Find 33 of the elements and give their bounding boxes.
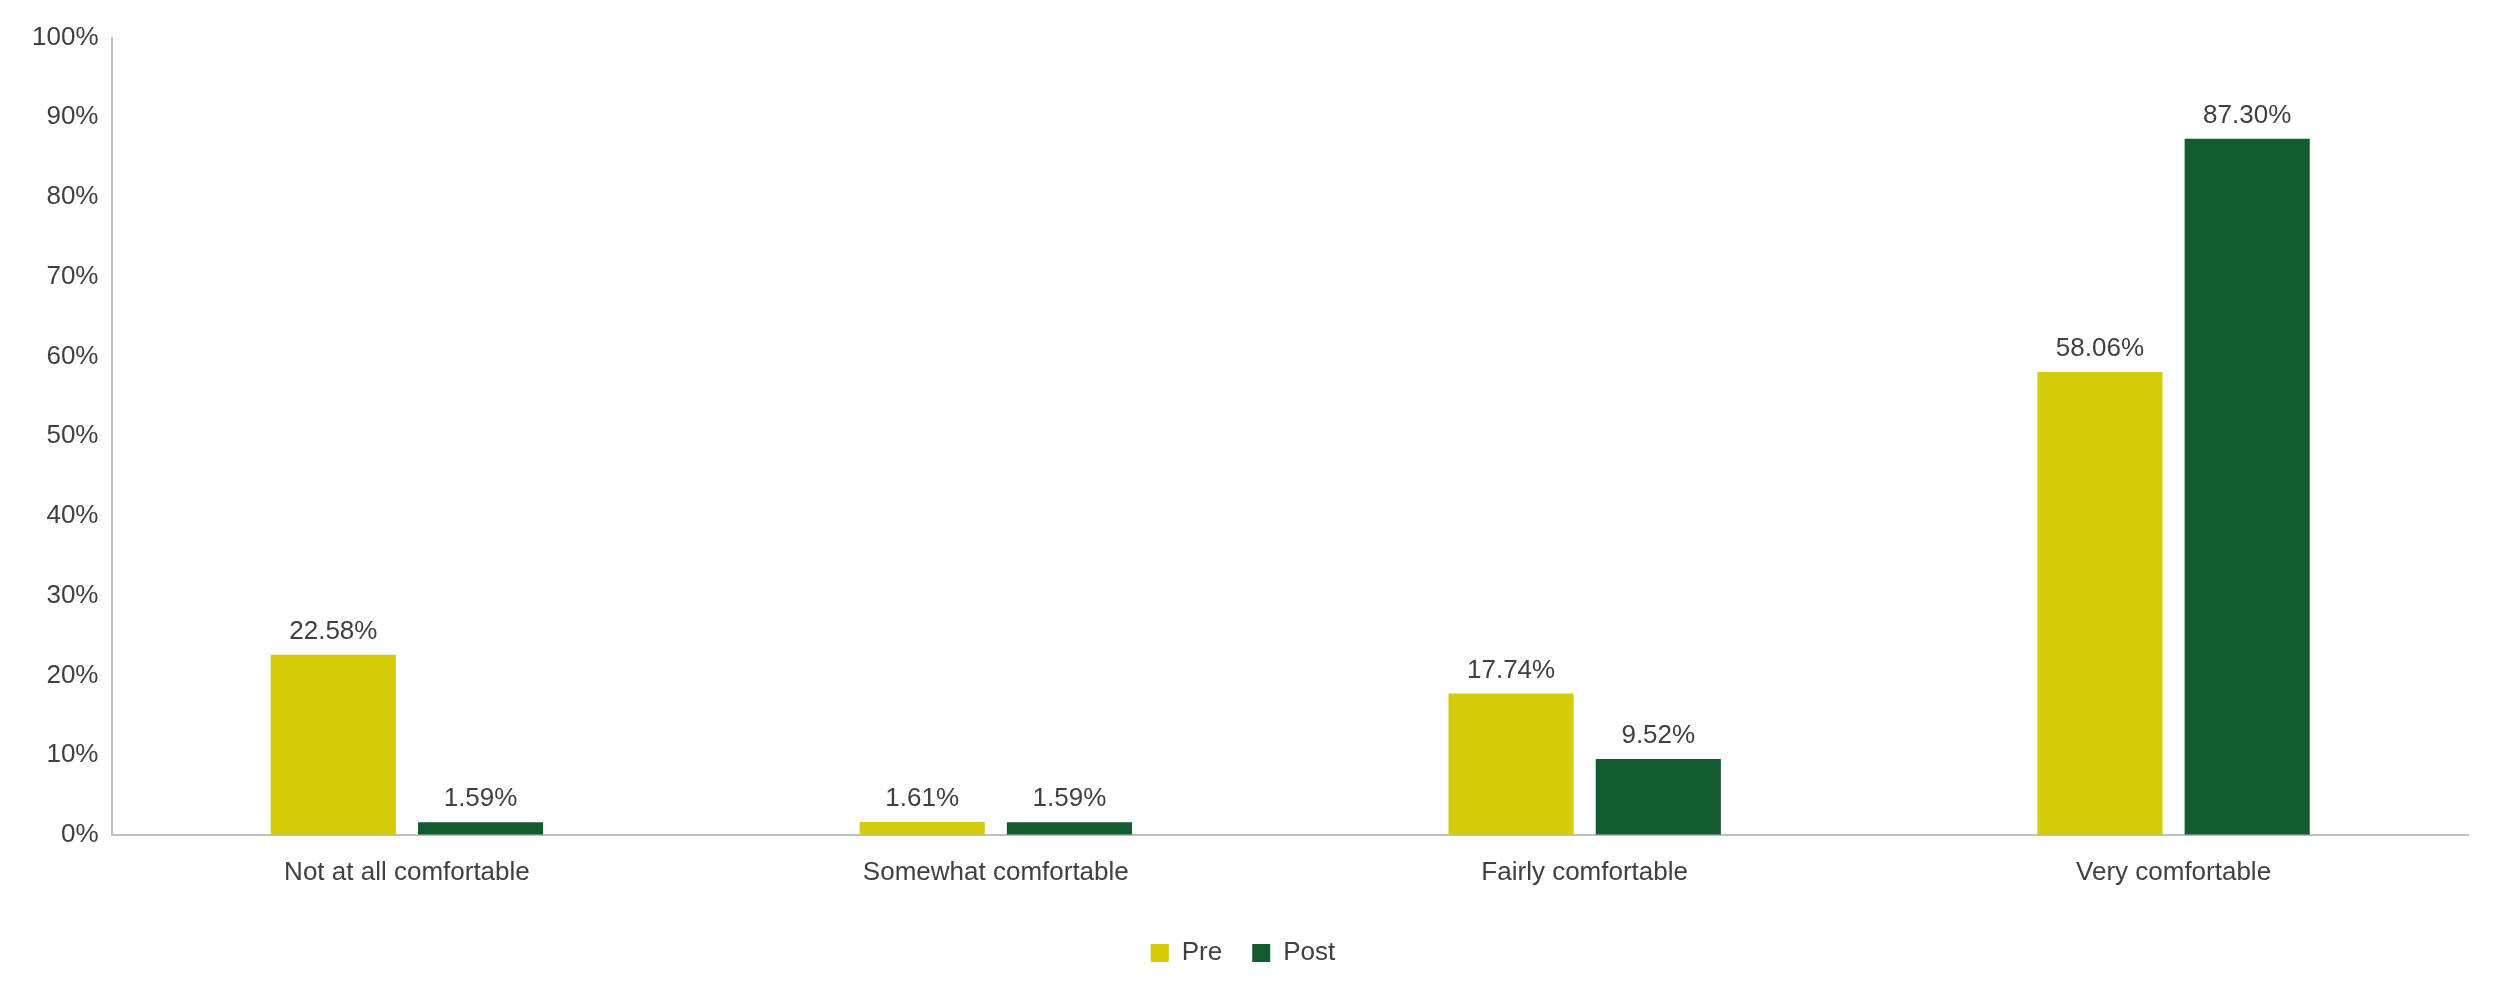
y-tick-label: 50%	[46, 419, 99, 450]
y-tick-label: 100%	[32, 20, 99, 51]
bar	[1448, 693, 1574, 835]
y-tick-label: 20%	[46, 658, 99, 689]
y-tick-label: 10%	[46, 738, 99, 769]
legend-label: Pre	[1181, 936, 1223, 967]
y-tick-label: 90%	[46, 100, 99, 131]
y-tick-label: 70%	[46, 259, 99, 290]
x-tick-label: Not at all comfortable	[284, 855, 530, 886]
y-tick-label: 80%	[46, 180, 99, 211]
x-tick-label: Very comfortable	[2076, 855, 2272, 886]
y-tick-label: 30%	[46, 578, 99, 609]
data-label: 17.74%	[1466, 653, 1556, 684]
legend-label: Post	[1283, 936, 1337, 967]
data-label: 9.52%	[1621, 719, 1696, 750]
bar	[1006, 822, 1132, 835]
bar	[2037, 371, 2163, 835]
bar	[859, 821, 985, 835]
bar	[417, 822, 544, 835]
y-tick-label: 40%	[46, 499, 99, 530]
data-label: 1.61%	[885, 782, 960, 813]
y-tick-label: 60%	[46, 339, 99, 370]
y-tick-label: 0%	[60, 817, 99, 848]
x-tick-label: Somewhat comfortable	[862, 855, 1129, 886]
data-label: 22.58%	[289, 614, 378, 645]
data-label: 1.59%	[1032, 782, 1107, 813]
data-label: 1.59%	[443, 782, 518, 813]
data-label: 58.06%	[2055, 332, 2145, 363]
x-tick-label: Fairly comfortable	[1481, 855, 1688, 886]
data-label: 87.30%	[2203, 99, 2292, 130]
bar	[2184, 138, 2310, 835]
bar	[1595, 758, 1721, 835]
bar	[270, 654, 396, 835]
